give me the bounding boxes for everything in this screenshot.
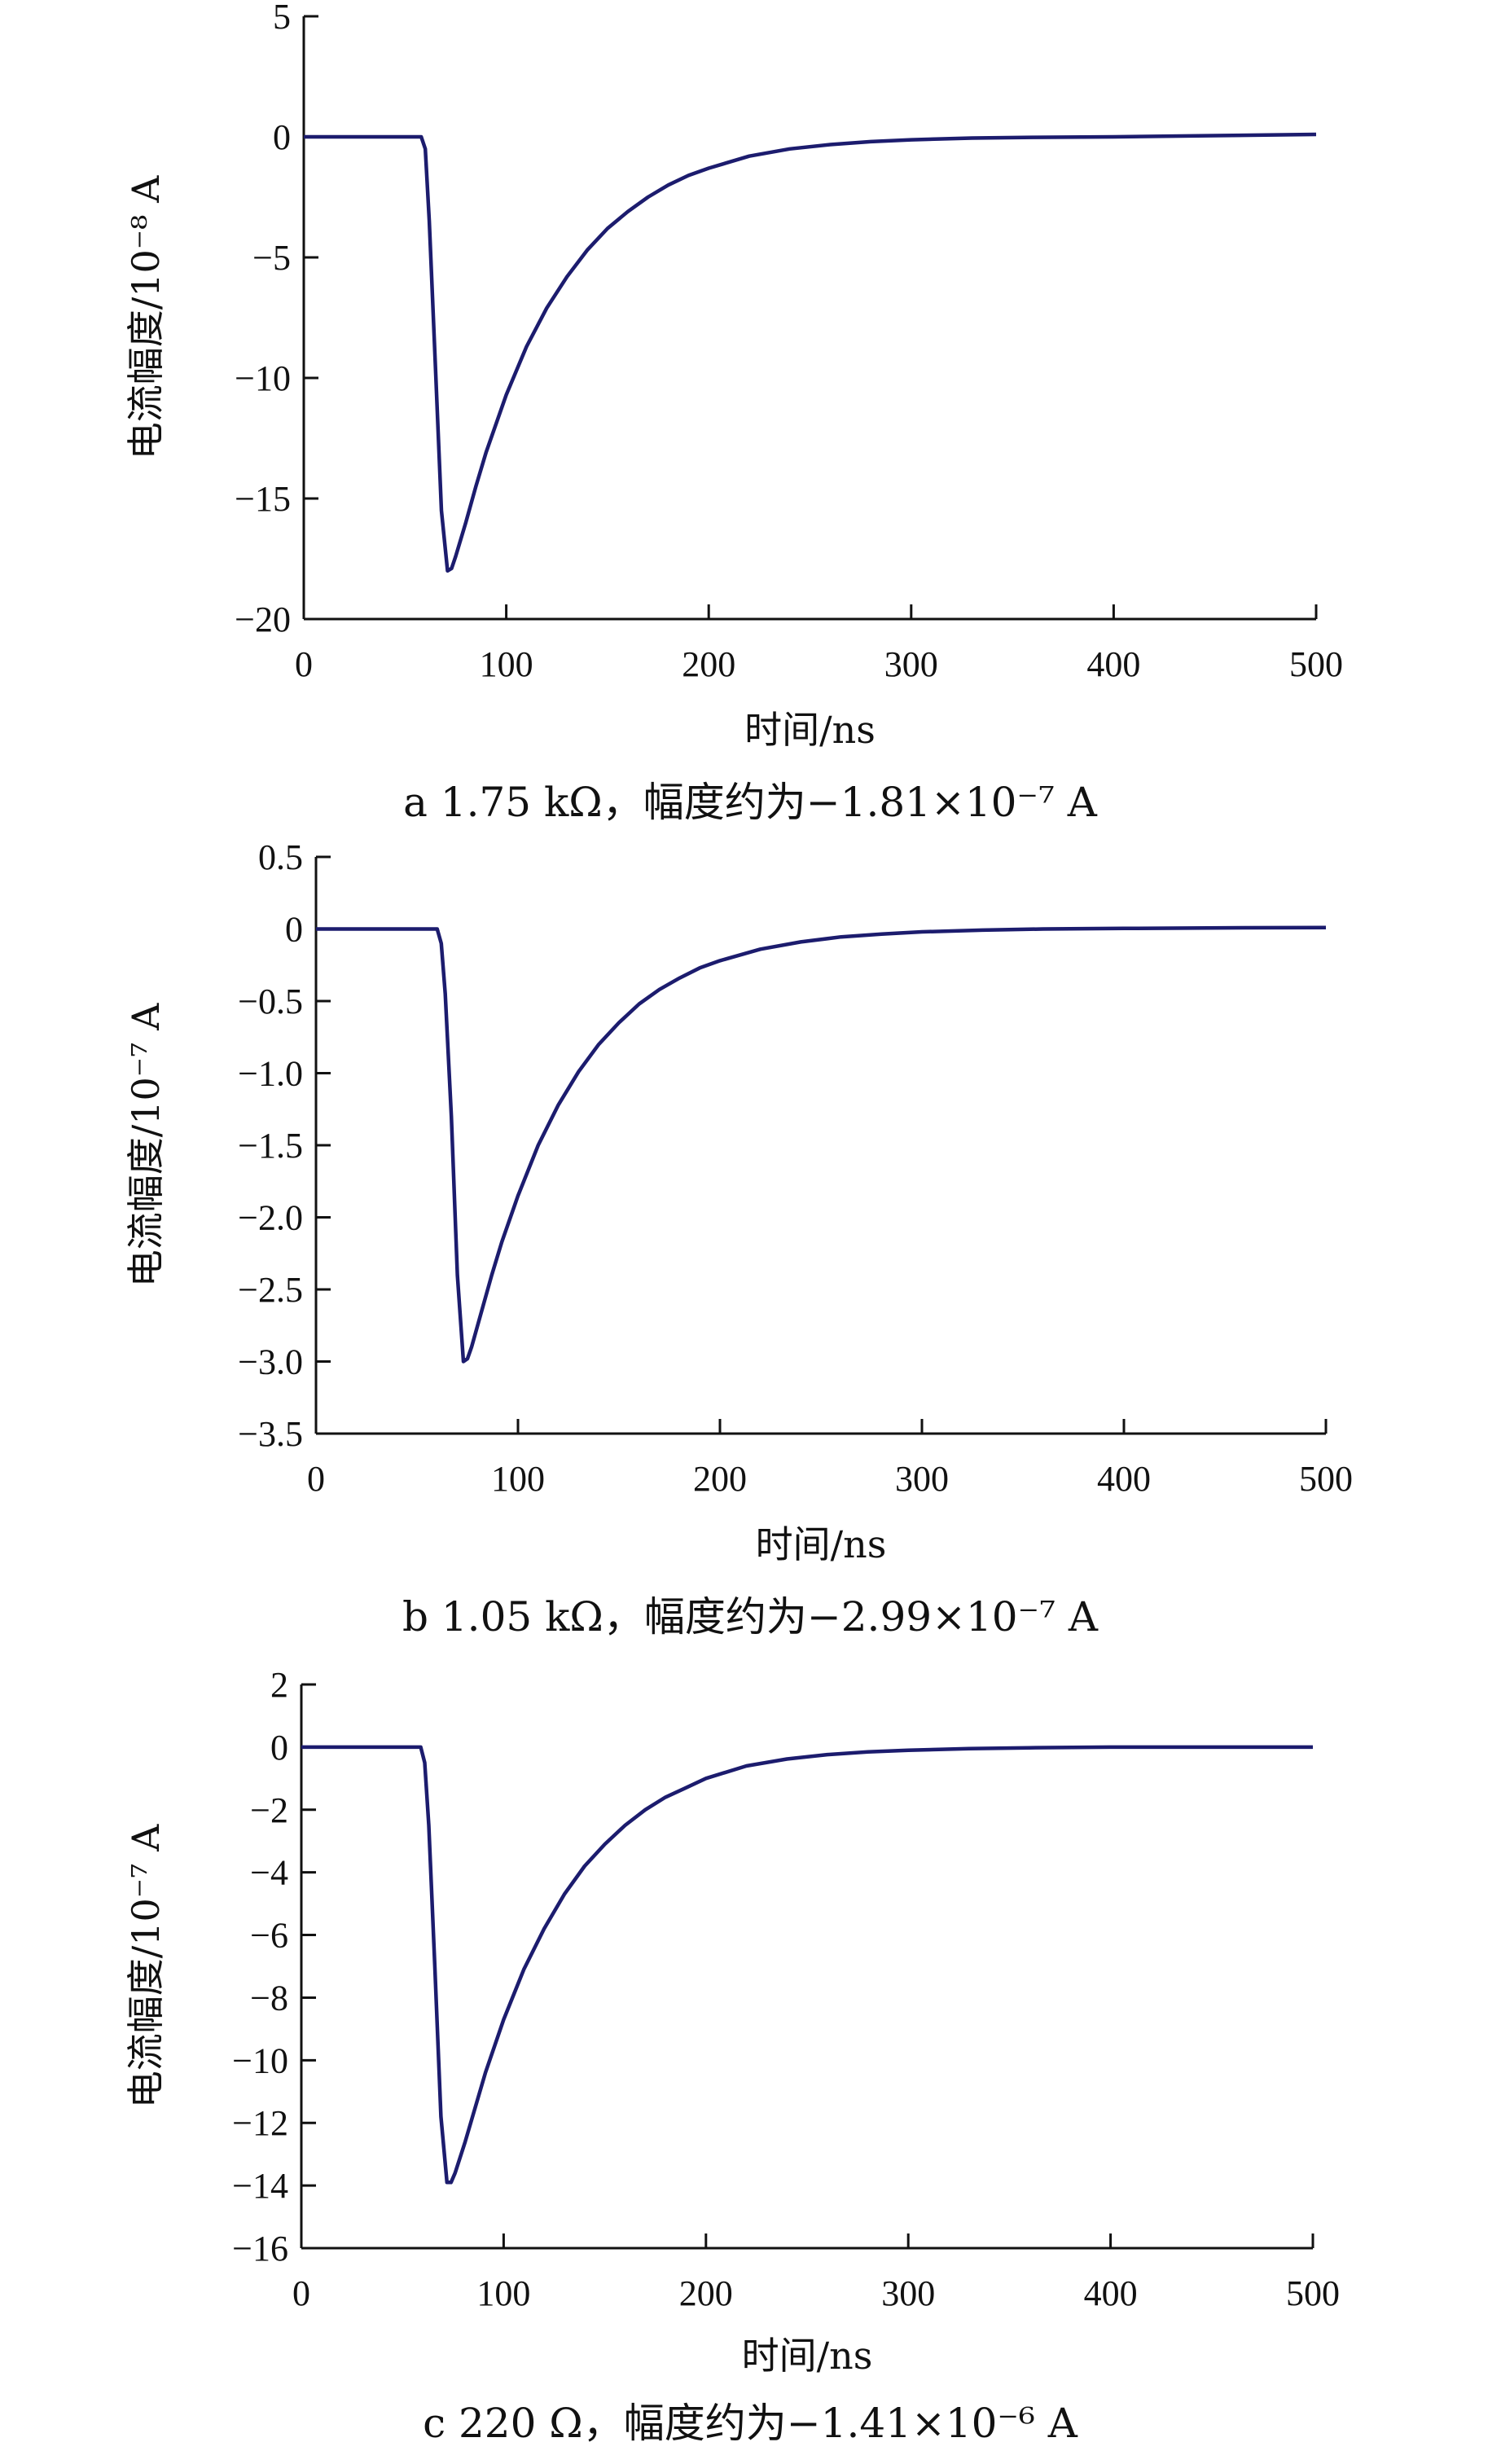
y-axis-label: 电流幅度/10⁻⁷ A bbox=[124, 1003, 168, 1287]
x-axis-label: 时间/ns bbox=[744, 708, 876, 752]
y-tick-label: −4 bbox=[250, 1853, 288, 1893]
x-axis-label: 时间/ns bbox=[756, 1522, 887, 1566]
y-tick-label: −2 bbox=[250, 1790, 288, 1830]
current-waveform-line bbox=[316, 925, 1327, 1364]
x-tick-label: 400 bbox=[1086, 644, 1140, 684]
chart-panel-a: 50−5−10−15−200 100 200 300 400 500时间/ns电流幅度/1… bbox=[124, 0, 1343, 826]
x-tick-label: 100 bbox=[491, 1459, 545, 1499]
x-tick-label: 0 bbox=[295, 644, 313, 684]
x-tick-label: 200 bbox=[679, 2273, 733, 2313]
x-tick-label: 0 bbox=[292, 2273, 310, 2313]
x-axis-label: 时间/ns bbox=[742, 2334, 873, 2378]
y-tick-label: −15 bbox=[235, 479, 291, 519]
y-axis-label: 电流幅度/10⁻⁷ A bbox=[124, 1824, 168, 2108]
y-tick-label: −10 bbox=[232, 2040, 288, 2080]
y-axis-label: 电流幅度/10⁻⁸ A bbox=[124, 175, 168, 459]
y-tick-label: −20 bbox=[235, 600, 291, 639]
y-tick-label: −5 bbox=[252, 238, 291, 278]
y-tick-label: 0 bbox=[270, 1728, 288, 1768]
x-tick-label: 500 bbox=[1299, 1459, 1353, 1499]
y-tick-label: −3.0 bbox=[238, 1342, 303, 1382]
x-tick-label: 400 bbox=[1097, 1459, 1151, 1499]
y-tick-label: 0 bbox=[273, 117, 291, 157]
y-tick-label: −1.5 bbox=[238, 1126, 303, 1166]
y-tick-label: −2.5 bbox=[238, 1270, 303, 1310]
x-tick-label: 200 bbox=[682, 644, 735, 684]
x-tick-label: 300 bbox=[881, 2273, 935, 2313]
y-tick-label: −2.0 bbox=[238, 1198, 303, 1238]
y-tick-label: −16 bbox=[232, 2229, 288, 2269]
y-tick-label: 0.5 bbox=[258, 837, 303, 877]
x-tick-label: 400 bbox=[1084, 2273, 1138, 2313]
x-tick-label: 300 bbox=[895, 1459, 949, 1499]
chart-panel-c: 20−2−4−6−8−10−12−14−160 100 200 300 400 500时间… bbox=[124, 1665, 1340, 2447]
x-tick-label: 100 bbox=[480, 644, 533, 684]
y-tick-label: −3.5 bbox=[238, 1414, 303, 1454]
y-tick-label: −8 bbox=[250, 1978, 288, 2018]
y-tick-label: 0 bbox=[285, 910, 303, 950]
y-tick-label: 2 bbox=[270, 1665, 288, 1705]
y-tick-label: −10 bbox=[235, 358, 291, 398]
y-tick-label: 5 bbox=[273, 0, 291, 37]
y-tick-label: −1.0 bbox=[238, 1054, 303, 1094]
x-tick-label: 500 bbox=[1286, 2273, 1340, 2313]
panel-caption: b 1.05 kΩ，幅度约为−2.99×10⁻⁷ A bbox=[402, 1593, 1099, 1640]
panel-caption: a 1.75 kΩ，幅度约为−1.81×10⁻⁷ A bbox=[403, 779, 1098, 826]
x-tick-label: 200 bbox=[693, 1459, 747, 1499]
y-tick-label: −6 bbox=[250, 1916, 288, 1956]
x-tick-label: 100 bbox=[476, 2273, 530, 2313]
current-waveform-line bbox=[304, 132, 1317, 573]
y-tick-label: −0.5 bbox=[238, 982, 303, 1021]
x-tick-label: 0 bbox=[307, 1459, 325, 1499]
y-tick-label: −12 bbox=[232, 2103, 288, 2143]
x-tick-label: 300 bbox=[884, 644, 938, 684]
current-waveform-line bbox=[301, 1745, 1313, 2185]
y-tick-label: −14 bbox=[232, 2166, 288, 2206]
chart-panel-b: 0.50−0.5−1.0−1.5−2.0−2.5−3.0−3.50 100 200 3… bbox=[124, 837, 1353, 1640]
panel-caption: c 220 Ω，幅度约为−1.41×10⁻⁶ A bbox=[423, 2400, 1078, 2447]
x-tick-label: 500 bbox=[1289, 644, 1343, 684]
